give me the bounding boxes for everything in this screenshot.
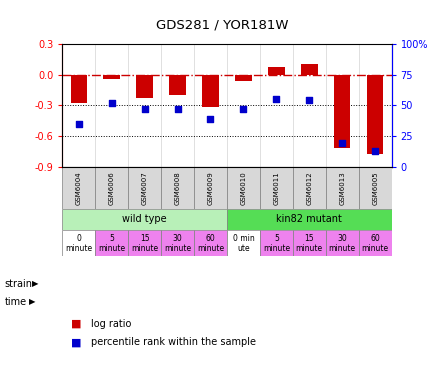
Text: GSM6012: GSM6012 xyxy=(306,171,312,205)
Point xyxy=(372,148,379,154)
Bar xyxy=(227,167,260,209)
Bar xyxy=(62,230,95,256)
Text: 30: 30 xyxy=(337,234,347,243)
Text: log ratio: log ratio xyxy=(91,319,132,329)
Text: wild type: wild type xyxy=(122,214,167,224)
Bar xyxy=(161,230,194,256)
Point xyxy=(240,106,247,112)
Bar xyxy=(227,209,392,230)
Bar xyxy=(260,230,293,256)
Text: minute: minute xyxy=(263,244,290,253)
Point xyxy=(273,96,280,102)
Text: 5: 5 xyxy=(109,234,114,243)
Bar xyxy=(136,75,153,98)
Bar xyxy=(104,75,120,79)
Text: GSM6013: GSM6013 xyxy=(339,171,345,205)
Bar xyxy=(367,75,383,154)
Text: ■: ■ xyxy=(71,337,82,347)
Point xyxy=(339,141,346,146)
Bar xyxy=(326,230,359,256)
Bar xyxy=(128,230,161,256)
Bar xyxy=(70,75,87,103)
Text: GSM6009: GSM6009 xyxy=(207,171,214,205)
Point xyxy=(174,106,181,112)
Text: time: time xyxy=(4,297,27,307)
Text: minute: minute xyxy=(362,244,388,253)
Text: ▶: ▶ xyxy=(29,298,36,306)
Text: GSM6007: GSM6007 xyxy=(142,171,148,205)
Bar xyxy=(227,230,260,256)
Text: 0: 0 xyxy=(77,234,81,243)
Bar xyxy=(293,230,326,256)
Text: 15: 15 xyxy=(140,234,150,243)
Bar xyxy=(62,209,227,230)
Text: 0 min: 0 min xyxy=(233,234,254,243)
Text: minute: minute xyxy=(164,244,191,253)
Bar xyxy=(334,75,351,148)
Text: minute: minute xyxy=(131,244,158,253)
Text: minute: minute xyxy=(65,244,92,253)
Text: 15: 15 xyxy=(304,234,314,243)
Text: 60: 60 xyxy=(206,234,215,243)
Text: kin82 mutant: kin82 mutant xyxy=(276,214,342,224)
Text: GSM6006: GSM6006 xyxy=(109,171,115,205)
Bar xyxy=(128,167,161,209)
Bar xyxy=(95,230,128,256)
Bar xyxy=(202,75,219,107)
Bar xyxy=(359,167,392,209)
Text: minute: minute xyxy=(98,244,125,253)
Text: ute: ute xyxy=(237,244,250,253)
Bar xyxy=(260,167,293,209)
Text: 5: 5 xyxy=(274,234,279,243)
Bar xyxy=(169,75,186,95)
Bar xyxy=(326,167,359,209)
Text: ■: ■ xyxy=(71,319,82,329)
Text: 30: 30 xyxy=(173,234,182,243)
Text: GSM6004: GSM6004 xyxy=(76,171,82,205)
Text: minute: minute xyxy=(329,244,356,253)
Text: GSM6008: GSM6008 xyxy=(174,171,181,205)
Text: minute: minute xyxy=(296,244,323,253)
Text: minute: minute xyxy=(197,244,224,253)
Point xyxy=(75,121,82,127)
Bar xyxy=(301,64,318,75)
Text: GSM6005: GSM6005 xyxy=(372,171,378,205)
Bar xyxy=(235,75,252,81)
Point xyxy=(306,97,313,103)
Text: GSM6010: GSM6010 xyxy=(240,171,247,205)
Text: GDS281 / YOR181W: GDS281 / YOR181W xyxy=(156,18,289,31)
Bar xyxy=(62,167,95,209)
Bar xyxy=(161,167,194,209)
Text: 60: 60 xyxy=(370,234,380,243)
Text: strain: strain xyxy=(4,279,32,289)
Text: ▶: ▶ xyxy=(32,279,39,288)
Point xyxy=(141,106,148,112)
Bar xyxy=(359,230,392,256)
Text: GSM6011: GSM6011 xyxy=(273,171,279,205)
Point xyxy=(108,100,115,106)
Bar xyxy=(293,167,326,209)
Bar xyxy=(268,67,285,75)
Point xyxy=(207,116,214,122)
Text: percentile rank within the sample: percentile rank within the sample xyxy=(91,337,256,347)
Bar xyxy=(194,167,227,209)
Bar xyxy=(95,167,128,209)
Bar xyxy=(194,230,227,256)
